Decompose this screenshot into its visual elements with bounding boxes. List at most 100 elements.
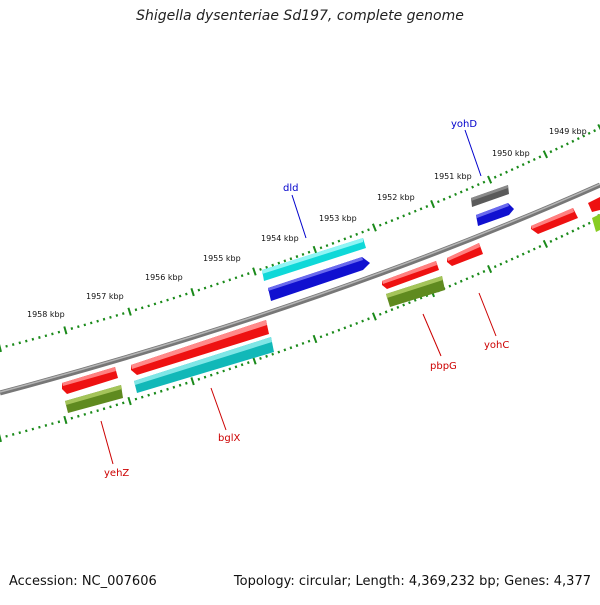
kbp-label-1952: 1952 kbp [377, 193, 415, 202]
top-track-minor-tick [532, 157, 536, 162]
bottom-track-minor-tick [234, 365, 238, 369]
gene-red-right-1[interactable] [531, 208, 578, 234]
top-track-minor-tick [343, 237, 347, 241]
gene-label-yehZ[interactable]: yehZ [104, 468, 129, 479]
top-track-minor-tick [25, 339, 28, 343]
bottom-track-minor-tick [301, 341, 305, 345]
bottom-track-minor-tick [159, 389, 163, 393]
top-track-minor-tick [178, 294, 182, 298]
top-track-minor-tick [159, 300, 163, 304]
bottom-track-minor-tick [25, 429, 28, 433]
bottom-track-minor-tick [396, 305, 400, 309]
top-track-minor-tick [325, 244, 329, 248]
top-track-minor-tick [197, 288, 201, 292]
bottom-track-minor-tick [295, 344, 299, 348]
gene-yohC[interactable] [447, 243, 483, 266]
gene-label-pbpG[interactable]: pbpG [430, 361, 457, 372]
bottom-track-minor-tick [538, 244, 542, 249]
top-track-minor-tick [44, 334, 48, 338]
top-track-minor-tick [361, 230, 364, 234]
bottom-track-major-tick [0, 433, 2, 443]
bottom-track-minor-tick [209, 373, 213, 377]
top-track-minor-tick [408, 212, 411, 216]
bottom-track-minor-tick [307, 339, 311, 343]
bottom-track-minor-tick [355, 321, 359, 325]
bottom-track-major-tick [542, 239, 549, 249]
bottom-track-minor-tick [454, 282, 457, 286]
top-track-minor-tick [51, 332, 54, 336]
top-track-minor-tick [89, 321, 93, 325]
top-track-minor-tick [554, 147, 558, 151]
top-track-minor-tick [140, 306, 144, 310]
top-track-minor-tick [77, 325, 80, 329]
bottom-track-major-tick [312, 334, 318, 344]
bottom-track-minor-tick [510, 257, 514, 261]
top-track-minor-tick [234, 276, 238, 280]
top-track-minor-tick [538, 155, 542, 159]
gene-olive-mid[interactable] [386, 276, 445, 307]
bottom-track-minor-tick [83, 412, 87, 416]
bottom-track-minor-tick [109, 405, 112, 409]
top-track-minor-tick [153, 302, 157, 306]
top-track-major-tick [252, 267, 257, 276]
top-track-minor-tick [307, 250, 311, 254]
leader-yehZ [100, 420, 114, 465]
top-track-major-tick [371, 223, 377, 232]
bottom-track-minor-tick [265, 354, 268, 358]
bottom-track-minor-tick [325, 333, 329, 337]
gene-label-yohD[interactable]: yohD [451, 119, 477, 130]
gene-label-dld[interactable]: dld [283, 183, 298, 194]
bottom-track-minor-tick [337, 328, 341, 332]
gene-label-bglX[interactable]: bglX [218, 433, 240, 444]
bottom-track-minor-tick [505, 260, 508, 264]
top-track-minor-tick [96, 319, 99, 323]
gene-label-yohC[interactable]: yohC [484, 340, 509, 351]
bottom-track-minor-tick [246, 361, 250, 365]
gene-olive-left[interactable] [65, 385, 123, 413]
gene-cyan-lower[interactable] [134, 337, 274, 393]
bottom-track-minor-tick [18, 431, 22, 435]
top-track-major-tick [127, 307, 132, 316]
gene-yellowgreen-edge[interactable] [592, 214, 600, 232]
top-track-major-tick [597, 123, 600, 131]
top-track-minor-tick [482, 180, 486, 184]
top-track-minor-tick [355, 232, 359, 236]
top-track-minor-tick [436, 200, 440, 204]
bottom-track-minor-tick [102, 407, 106, 411]
bottom-track-minor-tick [521, 252, 525, 256]
bottom-track-minor-tick [166, 387, 169, 391]
top-track-minor-tick [413, 209, 417, 213]
kbp-label-1955: 1955 kbp [203, 254, 241, 263]
top-track-major-tick [63, 326, 68, 335]
top-track-minor-tick [582, 134, 586, 138]
kbp-label-1953: 1953 kbp [319, 214, 357, 223]
bottom-track-minor-tick [271, 352, 275, 356]
top-track-minor-tick [331, 241, 335, 245]
top-track-minor-tick [349, 235, 353, 239]
top-track-minor-tick [147, 304, 150, 308]
top-track-minor-tick [185, 292, 188, 296]
gene-yohD[interactable] [471, 185, 509, 207]
gene-pbpG[interactable] [382, 261, 439, 289]
top-track-minor-tick [265, 265, 268, 269]
top-track-minor-tick [166, 298, 169, 302]
leader-yohC [478, 292, 497, 337]
bottom-track-minor-tick [172, 385, 176, 389]
gene-blue-small[interactable] [476, 203, 514, 226]
gene-blue-block[interactable] [268, 257, 370, 301]
top-track-major-tick [487, 175, 493, 184]
gene-dld[interactable] [262, 238, 366, 281]
gene-red-right-2[interactable] [588, 197, 600, 212]
bottom-track-minor-tick [277, 350, 281, 354]
bottom-track-minor-tick [349, 324, 353, 328]
gene-bglX[interactable] [131, 320, 269, 375]
bottom-track-minor-tick [96, 409, 99, 413]
gene-yehZ[interactable] [62, 367, 118, 394]
bottom-track-major-tick [371, 312, 377, 321]
top-track-minor-tick [240, 274, 244, 278]
top-track-minor-tick [471, 185, 475, 189]
bottom-track-minor-tick [343, 326, 347, 330]
bottom-track-minor-tick [57, 420, 61, 424]
top-track-minor-tick [283, 259, 287, 263]
